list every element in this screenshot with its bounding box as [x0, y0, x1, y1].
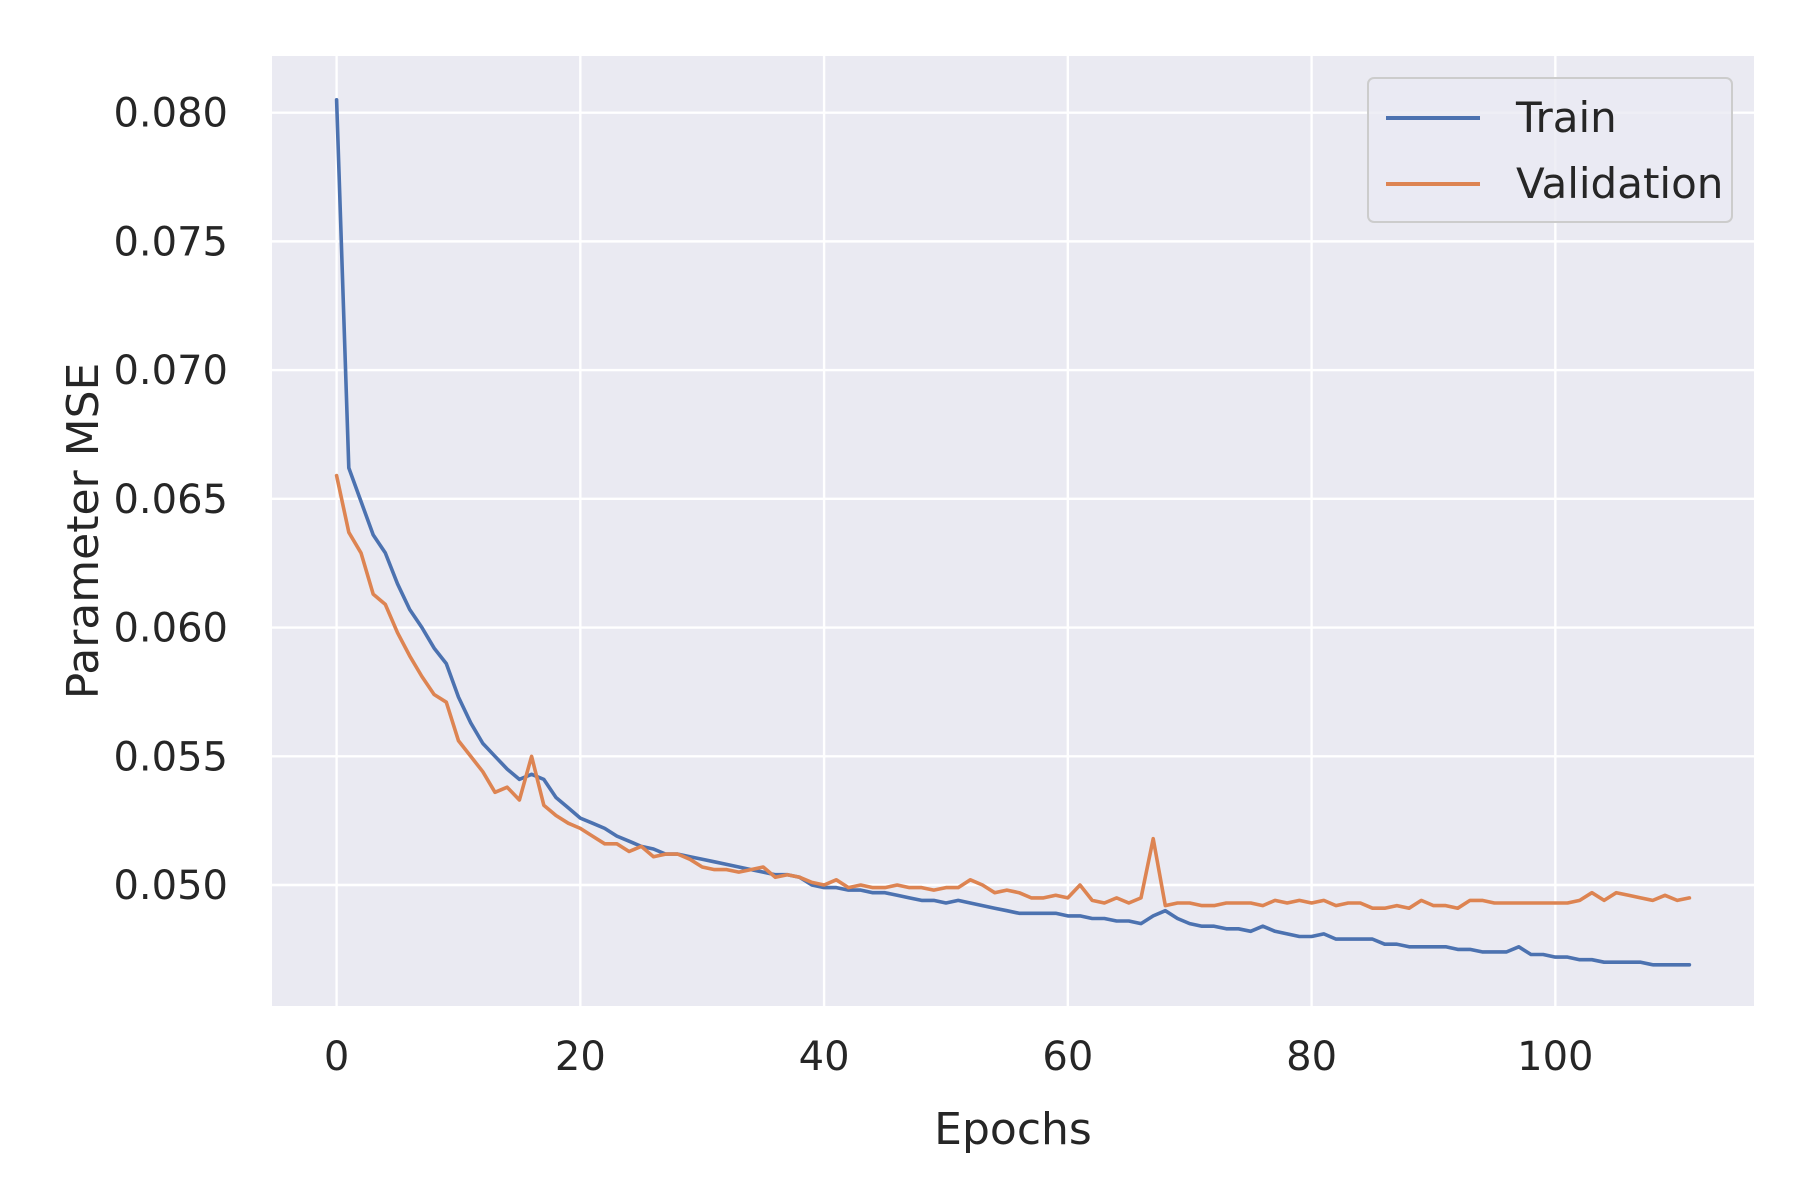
y-axis-label: Parameter MSE	[58, 363, 109, 700]
legend-label-train: Train	[1515, 93, 1617, 142]
y-tick-label: 0.055	[113, 734, 228, 780]
y-tick-label: 0.060	[113, 606, 228, 652]
y-tick-label: 0.050	[113, 863, 228, 909]
x-tick-label: 0	[324, 1034, 349, 1080]
series-layer	[334, 98, 1692, 967]
series-line-train	[334, 98, 1692, 967]
x-axis-label: Epochs	[934, 1104, 1092, 1155]
tick-labels: 0 20 40 60 80 100 0.050 0.055 0.060 0.065 0.070 0.0…	[113, 91, 1593, 1080]
x-tick-label: 40	[799, 1034, 850, 1080]
x-tick-label: 80	[1286, 1034, 1337, 1080]
x-tick-label: 20	[555, 1034, 606, 1080]
x-tick-label: 100	[1517, 1034, 1593, 1080]
series-line-validation	[334, 473, 1692, 911]
y-tick-label: 0.075	[113, 219, 228, 265]
x-tick-label: 60	[1042, 1034, 1093, 1080]
legend-label-validation: Validation	[1516, 159, 1723, 208]
y-tick-label: 0.080	[113, 91, 228, 137]
legend: Train Validation	[1367, 77, 1733, 223]
y-tick-label: 0.070	[113, 348, 228, 394]
y-tick-label: 0.065	[113, 477, 228, 523]
